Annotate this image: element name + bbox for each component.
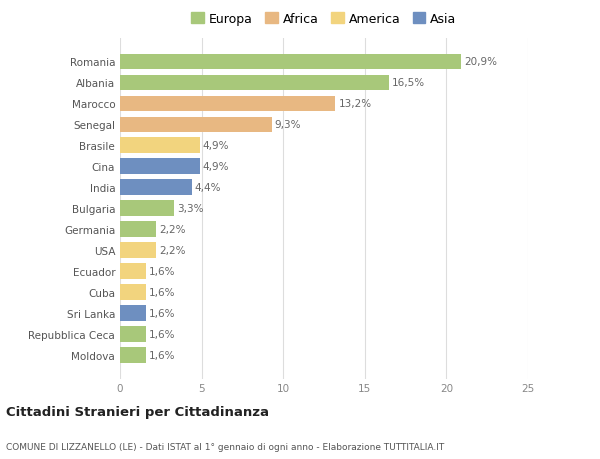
Text: 1,6%: 1,6%	[149, 267, 176, 277]
Bar	[120, 201, 174, 217]
Bar	[120, 138, 200, 154]
Text: 3,3%: 3,3%	[177, 204, 203, 214]
Text: 1,6%: 1,6%	[149, 330, 176, 340]
Text: Cittadini Stranieri per Cittadinanza: Cittadini Stranieri per Cittadinanza	[6, 405, 269, 419]
Text: COMUNE DI LIZZANELLO (LE) - Dati ISTAT al 1° gennaio di ogni anno - Elaborazione: COMUNE DI LIZZANELLO (LE) - Dati ISTAT a…	[6, 442, 444, 451]
Bar	[120, 264, 146, 280]
Text: 1,6%: 1,6%	[149, 308, 176, 319]
Bar	[120, 159, 200, 175]
Text: 2,2%: 2,2%	[159, 246, 185, 256]
Text: 20,9%: 20,9%	[464, 57, 497, 67]
Text: 16,5%: 16,5%	[392, 78, 425, 88]
Legend: Europa, Africa, America, Asia: Europa, Africa, America, Asia	[187, 8, 461, 31]
Bar	[120, 55, 461, 70]
Bar	[120, 285, 146, 301]
Bar	[120, 75, 389, 91]
Text: 4,4%: 4,4%	[195, 183, 221, 193]
Text: 1,6%: 1,6%	[149, 350, 176, 360]
Bar	[120, 347, 146, 363]
Bar	[120, 180, 192, 196]
Bar	[120, 327, 146, 342]
Text: 4,9%: 4,9%	[203, 162, 229, 172]
Text: 4,9%: 4,9%	[203, 141, 229, 151]
Bar	[120, 96, 335, 112]
Bar	[120, 222, 156, 238]
Bar	[120, 243, 156, 258]
Text: 9,3%: 9,3%	[275, 120, 301, 130]
Text: 1,6%: 1,6%	[149, 288, 176, 297]
Bar	[120, 117, 272, 133]
Bar	[120, 306, 146, 321]
Text: 13,2%: 13,2%	[338, 99, 371, 109]
Text: 2,2%: 2,2%	[159, 225, 185, 235]
